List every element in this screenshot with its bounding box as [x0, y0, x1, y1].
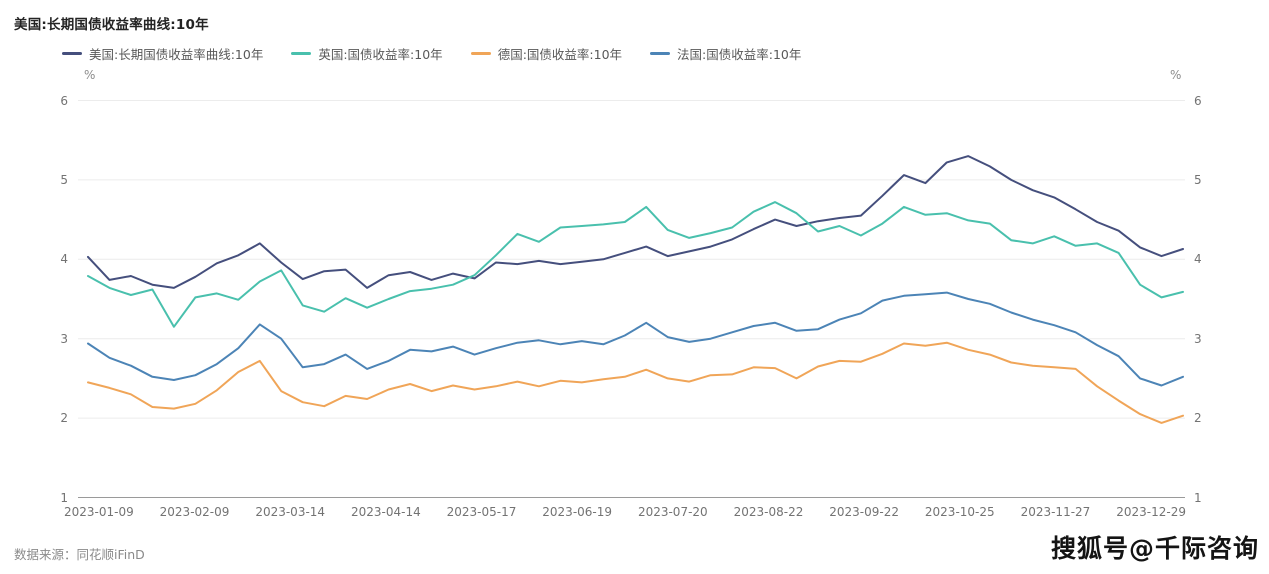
us-series-swatch-icon [62, 52, 82, 55]
x-tick-label: 2023-11-27 [1020, 505, 1091, 519]
y-tick-label-right: 6 [1194, 93, 1202, 108]
y-tick-label-left: 2 [60, 411, 68, 426]
legend: 美国:长期国债收益率曲线:10年 英国:国债收益率:10年 德国:国债收益率:1… [62, 44, 801, 63]
legend-label-fr: 法国:国债收益率:10年 [677, 47, 802, 62]
x-tick-label: 2023-09-22 [829, 505, 899, 519]
x-tick-label: 2023-03-14 [255, 505, 326, 519]
y-tick-label-left: 5 [60, 172, 68, 187]
legend-label-de: 德国:国债收益率:10年 [497, 47, 623, 62]
watermark: 搜狐号@千际咨询 [1050, 534, 1259, 563]
series-line-3 [87, 291, 1184, 387]
y-tick-label-left: 1 [60, 490, 68, 505]
fr-series-swatch-icon [650, 52, 671, 55]
x-tick-label: 2023-02-09 [159, 505, 230, 519]
x-tick-label: 2023-07-20 [637, 505, 708, 519]
series-line-0 [87, 155, 1184, 289]
y-axis-unit-left: % [84, 68, 96, 82]
x-axis: 2023-01-09 2023-02-09 2023-03-14 2023-04-14… [64, 505, 1186, 519]
y-tick-label-left: 3 [60, 331, 68, 346]
y-tick-label-left: 6 [60, 93, 68, 108]
x-tick-label: 2023-06-19 [542, 505, 613, 519]
series-line-1 [87, 201, 1184, 328]
chart-title: 美国:长期国债收益率曲线:10年 [14, 17, 209, 33]
legend-item-fr[interactable]: 法国:国债收益率:10年 [650, 44, 801, 63]
de-series-swatch-icon [470, 52, 491, 55]
series-line-2 [87, 341, 1184, 424]
x-tick-label: 2023-12-29 [1116, 505, 1186, 519]
y-tick-label-right: 1 [1194, 490, 1202, 505]
uk-series-swatch-icon [291, 52, 312, 55]
x-tick-label: 2023-08-22 [733, 505, 804, 519]
legend-item-us[interactable]: 美国:长期国债收益率曲线:10年 [62, 44, 263, 63]
y-tick-label-right: 4 [1194, 252, 1202, 267]
y-tick-label-right: 3 [1194, 331, 1202, 346]
data-source-note: 数据来源：同花顺iFinD [14, 547, 145, 562]
y-tick-label-left: 4 [60, 252, 68, 267]
y-tick-label-right: 5 [1194, 172, 1202, 187]
x-tick-label: 2023-10-25 [924, 505, 995, 519]
x-tick-label: 2023-04-14 [350, 505, 421, 519]
x-tick-label: 2023-05-17 [446, 505, 517, 519]
y-tick-label-right: 2 [1194, 411, 1202, 426]
y-axis-unit-right: % [1170, 68, 1182, 82]
legend-item-uk[interactable]: 英国:国债收益率:10年 [291, 44, 443, 63]
x-tick-label: 2023-01-09 [64, 505, 134, 519]
legend-label-uk: 英国:国债收益率:10年 [318, 47, 443, 62]
legend-item-de[interactable]: 德国:国债收益率:10年 [470, 44, 623, 63]
legend-label-us: 美国:长期国债收益率曲线:10年 [89, 47, 264, 62]
